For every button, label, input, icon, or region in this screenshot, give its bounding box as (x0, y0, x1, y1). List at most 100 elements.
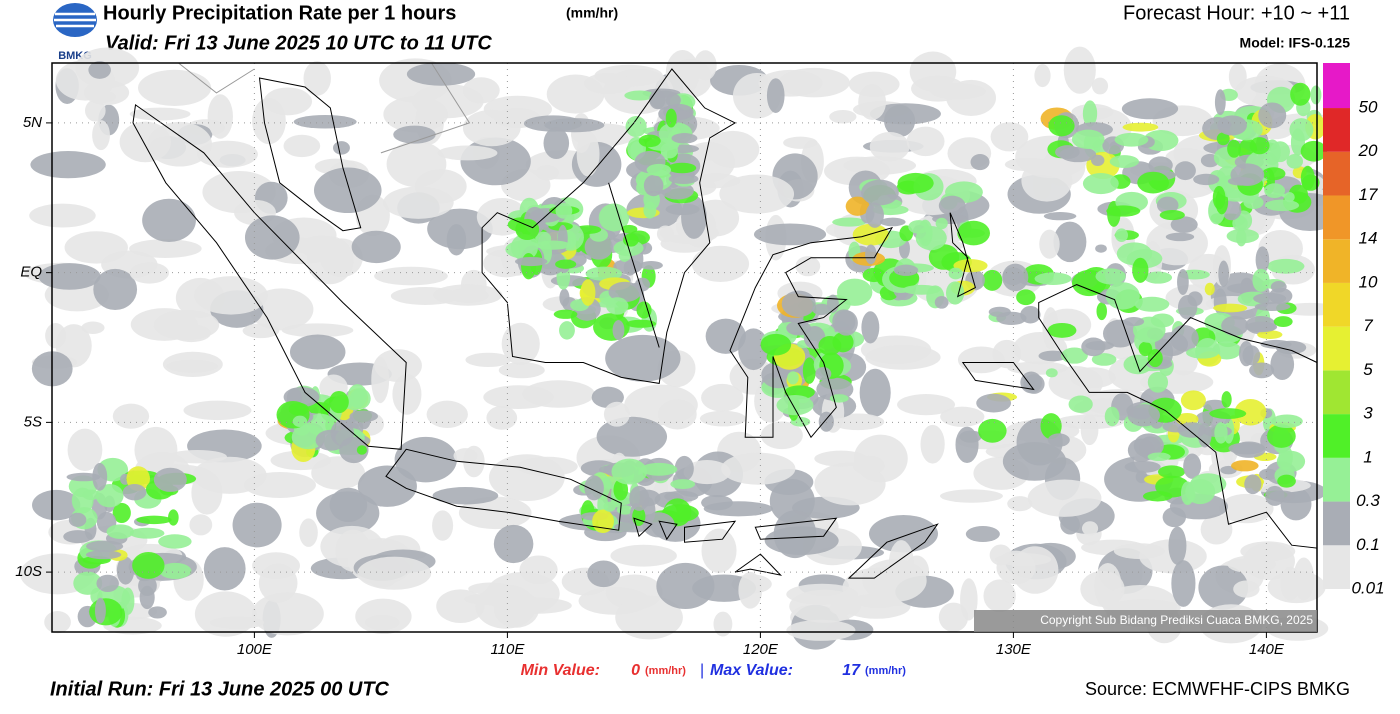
rain-area (1227, 283, 1260, 294)
rain-area (501, 597, 572, 614)
rain-area (1068, 395, 1093, 413)
rain-area (462, 109, 521, 147)
rain-area (908, 220, 929, 234)
valid-time: Valid: Fri 13 June 2025 10 UTC to 11 UTC (105, 32, 492, 54)
rain-area (869, 132, 910, 162)
rain-area (543, 127, 570, 160)
rain-area (1202, 399, 1228, 412)
rain-area (129, 107, 191, 121)
rain-area (1300, 165, 1315, 191)
rain-area (1244, 474, 1262, 495)
rain-area (1040, 413, 1062, 440)
rain-area (38, 263, 101, 290)
rain-area (1273, 316, 1293, 328)
rain-area (818, 411, 834, 432)
rain-area (1221, 391, 1232, 408)
rain-area (643, 201, 657, 219)
rain-area (1186, 346, 1219, 359)
rain-area (606, 297, 629, 315)
rain-area (786, 619, 856, 641)
rain-area (1085, 341, 1115, 351)
rain-area (1180, 481, 1195, 505)
rain-area (1234, 398, 1267, 426)
lon-tick-label: 100E (237, 641, 273, 658)
rain-area (897, 394, 956, 416)
rain-area (292, 415, 308, 428)
colorbar-band (1323, 195, 1350, 240)
rain-area (611, 458, 648, 485)
rain-area (483, 385, 554, 410)
rain-area (392, 373, 422, 415)
rain-area (232, 502, 282, 548)
rain-area (196, 140, 258, 168)
rain-area (625, 115, 647, 138)
rain-area (693, 50, 717, 81)
colorbar-band (1323, 501, 1350, 546)
rain-area (701, 495, 733, 511)
lon-tick-label: 120E (743, 641, 779, 658)
rain-area (1213, 303, 1248, 313)
rain-area (406, 62, 476, 86)
rain-area (934, 295, 949, 309)
colorbar-band (1323, 326, 1350, 371)
rain-area (1240, 541, 1296, 562)
rain-area (832, 217, 867, 227)
rain-area (580, 279, 596, 306)
coastline (1038, 284, 1318, 549)
rain-area (521, 253, 537, 280)
rain-area (1253, 292, 1287, 305)
rain-area (781, 290, 816, 318)
rain-area (1264, 199, 1300, 212)
rain-area (394, 436, 457, 483)
rain-area (920, 424, 945, 464)
rain-area (584, 475, 604, 501)
rain-area (92, 120, 110, 151)
rain-area (142, 198, 196, 243)
rain-area (355, 598, 412, 635)
rain-area (85, 99, 106, 122)
rain-area (1275, 340, 1307, 355)
rain-area (1252, 268, 1270, 292)
rain-area (1123, 317, 1145, 327)
rain-area (603, 401, 630, 427)
rain-area (1262, 167, 1286, 181)
colorbar-band (1323, 63, 1350, 109)
rain-area (615, 595, 683, 640)
rain-area (970, 153, 990, 171)
lon-tick-label: 110E (490, 641, 525, 658)
rain-area (85, 550, 122, 560)
rain-area (665, 108, 677, 128)
rain-area (625, 319, 657, 328)
rain-area (1007, 361, 1068, 375)
rain-area (982, 269, 1003, 291)
rain-area (831, 413, 885, 431)
rain-area (1021, 159, 1073, 202)
rain-area (1156, 196, 1179, 214)
rain-area (432, 487, 499, 505)
rain-area (1217, 115, 1247, 136)
rain-area (299, 518, 318, 547)
rain-area (665, 50, 700, 97)
rain-area (691, 245, 750, 282)
min-unit: (mm/hr) (645, 665, 686, 677)
rain-area (1300, 140, 1328, 162)
rain-area (1219, 493, 1274, 524)
rain-area (1045, 368, 1058, 378)
rain-area (584, 234, 613, 260)
colorbar-label: 50 (1359, 98, 1378, 117)
rain-area (665, 203, 700, 216)
rain-area (906, 126, 945, 157)
rain-area (940, 406, 985, 427)
rain-area (1209, 408, 1247, 420)
rain-area (63, 530, 93, 544)
rain-area (523, 115, 583, 132)
rain-area (345, 398, 363, 411)
lat-tick-label: 10S (15, 563, 42, 580)
title-unit: (mm/hr) (566, 5, 618, 21)
colorbar-label: 0.01 (1351, 578, 1384, 597)
rain-area (858, 84, 887, 120)
rain-area (29, 203, 96, 228)
rain-area (812, 303, 831, 316)
rain-area (501, 322, 540, 365)
rain-area (1063, 46, 1096, 94)
